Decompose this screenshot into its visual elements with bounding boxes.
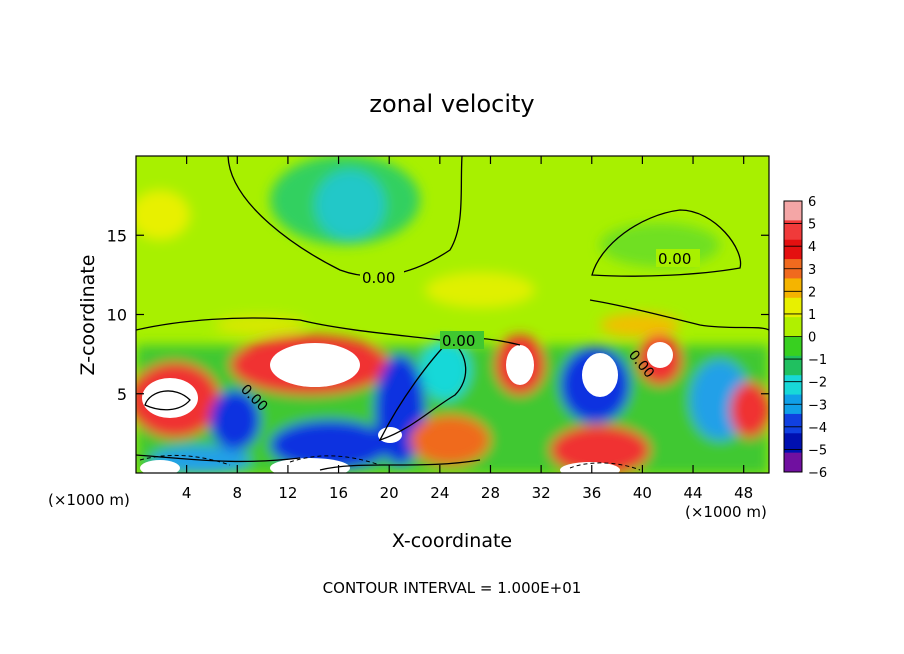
colorbar-swatch xyxy=(784,336,802,357)
x-unit-right: (×1000 m) xyxy=(685,503,767,521)
x-tick-label: 4 xyxy=(182,484,192,502)
x-tick-label: 44 xyxy=(683,484,702,502)
x-unit-left: (×1000 m) xyxy=(48,491,130,509)
x-tick-label: 32 xyxy=(532,484,551,502)
colorbar-tick-label: 1 xyxy=(808,308,816,323)
colorbar-tick-label: −1 xyxy=(808,353,827,368)
x-axis-label: X-coordinate xyxy=(392,530,512,552)
x-tick-label: 8 xyxy=(233,484,243,502)
colorbar-swatch xyxy=(784,220,802,241)
colorbar-swatch xyxy=(784,239,802,260)
x-tick-label: 24 xyxy=(430,484,449,502)
chart-title: zonal velocity xyxy=(369,90,534,118)
colorbar-tick-label: −6 xyxy=(808,466,827,481)
heatmap-field: 0.00 0.00 0.00 0.00 0.00 xyxy=(136,156,769,473)
colorbar-tick-label: −2 xyxy=(808,376,827,391)
x-tick-label: 20 xyxy=(380,484,399,502)
colorbar-swatch xyxy=(784,433,802,454)
x-tick-label: 16 xyxy=(329,484,348,502)
colorbar-swatch xyxy=(784,297,802,318)
y-axis-ticks: 5 10 15 xyxy=(107,226,769,404)
colorbar-tick-label: 0 xyxy=(808,331,816,346)
y-tick-label: 15 xyxy=(107,226,127,245)
x-tick-label: 36 xyxy=(582,484,601,502)
contour-label: 0.00 xyxy=(362,269,395,287)
colorbar-swatch xyxy=(784,413,802,434)
colorbar-swatch xyxy=(784,201,802,221)
colorbar-tick-label: −5 xyxy=(808,443,827,458)
colorbar-swatch xyxy=(784,452,802,473)
contour-label-group: 0.00 0.00 0.00 0.00 0.00 xyxy=(237,249,700,415)
colorbar: 6 5 4 3 2 1 0 −1 −2 −3 −4 −5 −6 xyxy=(783,195,827,481)
colorbar-tick-label: −4 xyxy=(808,421,827,436)
colorbar-tick-label: 5 xyxy=(808,218,816,233)
colorbar-tick-label: 6 xyxy=(808,195,816,210)
y-axis-label: Z-coordinate xyxy=(77,255,99,376)
colorbar-tick-label: 4 xyxy=(808,240,816,255)
colorbar-tick-label: −3 xyxy=(808,398,827,413)
colorbar-swatch xyxy=(784,317,802,337)
y-tick-label: 5 xyxy=(117,385,127,404)
x-tick-label: 40 xyxy=(633,484,652,502)
x-tick-label: 28 xyxy=(481,484,500,502)
colorbar-swatch xyxy=(784,355,802,376)
colorbar-swatch xyxy=(784,375,802,396)
x-tick-label: 48 xyxy=(734,484,753,502)
colorbar-tick-label: 3 xyxy=(808,263,816,278)
contour-label: 0.00 xyxy=(442,332,475,350)
contour-label: 0.00 xyxy=(658,250,691,268)
x-axis-ticks: 4 8 12 16 20 24 28 32 36 40 44 48 xyxy=(182,156,753,502)
colorbar-swatch xyxy=(784,278,802,299)
contour-interval-footer: CONTOUR INTERVAL = 1.000E+01 xyxy=(323,579,582,597)
x-tick-label: 12 xyxy=(278,484,297,502)
y-tick-label: 10 xyxy=(107,306,127,325)
colorbar-tick-label: 2 xyxy=(808,285,816,300)
